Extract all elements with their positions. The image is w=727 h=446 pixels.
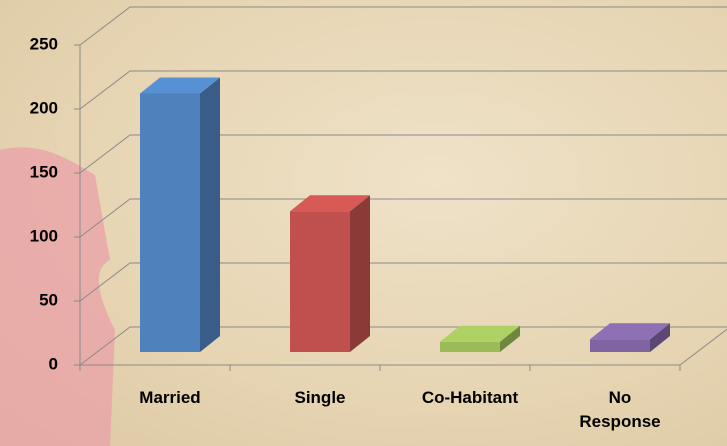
y-tick-label: 200 xyxy=(30,98,58,117)
bar-top xyxy=(590,323,670,340)
bar-front xyxy=(140,93,200,352)
bar-front xyxy=(290,211,350,352)
bar-side xyxy=(200,77,220,352)
x-tick-label: No Response xyxy=(579,388,661,431)
grid-line xyxy=(79,134,727,174)
bar-front xyxy=(590,339,650,352)
background-stroke xyxy=(0,147,115,446)
bar-top xyxy=(290,195,370,212)
bar-side xyxy=(350,195,370,352)
bar-side xyxy=(650,323,670,352)
bar-top xyxy=(440,325,520,342)
grid-line xyxy=(79,70,727,110)
bar-side xyxy=(500,325,520,352)
y-tick-label: 0 xyxy=(49,354,58,373)
x-tick-label: Co-Habitant xyxy=(421,388,519,407)
grid-line xyxy=(79,262,727,302)
bar-front xyxy=(440,341,500,352)
y-tick-label: 150 xyxy=(30,162,58,181)
grid-line xyxy=(79,198,727,238)
y-tick-label: 250 xyxy=(30,34,58,53)
x-tick-label: Married xyxy=(139,388,201,407)
x-tick-label: Single xyxy=(294,388,346,407)
grid-line xyxy=(79,6,727,46)
y-tick-label: 50 xyxy=(39,290,58,309)
grid-line xyxy=(79,326,727,366)
y-tick-label: 100 xyxy=(30,226,58,245)
bar-top xyxy=(140,77,220,94)
